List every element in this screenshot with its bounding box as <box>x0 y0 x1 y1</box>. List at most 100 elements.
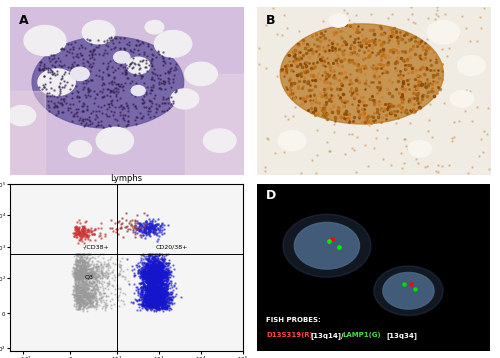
Point <box>88 254 96 260</box>
Point <box>380 30 388 35</box>
Point <box>72 267 80 272</box>
Point <box>159 275 167 280</box>
Point <box>86 282 94 288</box>
Point <box>79 266 87 271</box>
Point <box>144 282 152 288</box>
Point <box>154 267 162 273</box>
Point <box>92 298 100 304</box>
Point <box>312 48 320 54</box>
Point <box>379 108 387 113</box>
Point <box>84 251 92 257</box>
Point <box>362 65 370 71</box>
Point <box>330 72 338 78</box>
Point <box>149 295 157 300</box>
Point <box>72 225 80 231</box>
Point <box>155 258 163 264</box>
Point <box>90 263 98 269</box>
Point <box>140 222 148 228</box>
Point <box>138 266 146 271</box>
Point <box>158 280 166 285</box>
Point <box>362 71 370 77</box>
Point <box>164 274 172 280</box>
Point <box>81 266 89 272</box>
Point <box>128 267 136 273</box>
Point <box>138 73 146 79</box>
Point <box>150 292 158 297</box>
Point <box>158 276 166 281</box>
Point <box>79 224 87 230</box>
Point <box>162 269 170 275</box>
Point <box>136 270 144 276</box>
Point <box>156 273 164 279</box>
Point <box>422 50 430 55</box>
Point <box>306 82 314 88</box>
Point <box>156 271 164 277</box>
Point <box>72 266 80 272</box>
Point <box>160 258 168 263</box>
Point <box>154 261 162 266</box>
Point <box>78 272 86 277</box>
Point <box>78 76 86 82</box>
Point <box>154 268 162 274</box>
Point <box>158 298 166 304</box>
Point <box>62 52 70 58</box>
Point <box>150 282 158 288</box>
Point <box>340 103 348 109</box>
Point <box>136 232 144 237</box>
Point <box>162 300 170 305</box>
Point <box>158 257 166 263</box>
Point <box>70 268 78 274</box>
Point <box>158 264 166 270</box>
Point <box>73 263 81 268</box>
Point <box>150 293 158 299</box>
Point <box>151 267 159 273</box>
Point <box>72 291 80 297</box>
Point <box>156 267 164 273</box>
Point <box>84 304 92 310</box>
Point <box>72 290 80 296</box>
Point <box>156 263 164 268</box>
Point <box>150 267 158 273</box>
Point <box>80 279 88 284</box>
Point <box>152 278 160 284</box>
Point <box>383 69 391 75</box>
Point <box>70 301 78 306</box>
Point <box>150 294 158 300</box>
Point <box>72 272 80 278</box>
Point <box>73 229 81 235</box>
Point <box>360 38 368 43</box>
Point <box>284 78 292 84</box>
Point <box>152 275 160 281</box>
Point <box>142 289 150 295</box>
Point <box>86 251 94 257</box>
Point <box>146 271 154 277</box>
Point <box>336 44 344 50</box>
Point <box>72 274 80 279</box>
Point <box>84 87 92 93</box>
Point <box>105 279 113 284</box>
Point <box>348 58 356 64</box>
Point <box>90 270 98 276</box>
Point <box>92 91 100 97</box>
Point <box>82 302 90 308</box>
Text: [13q34]: [13q34] <box>386 333 418 339</box>
Point <box>78 265 86 271</box>
Point <box>78 283 86 289</box>
Point <box>160 275 168 281</box>
Point <box>332 47 340 53</box>
Point <box>161 287 169 293</box>
Point <box>88 231 96 237</box>
Point <box>73 272 81 278</box>
Point <box>36 59 44 65</box>
Point <box>316 56 324 62</box>
Point <box>90 285 98 291</box>
Point <box>94 266 102 272</box>
Point <box>50 52 58 58</box>
Point <box>149 228 157 233</box>
Point <box>147 289 155 295</box>
Point <box>152 268 160 274</box>
Point <box>140 299 147 304</box>
Point <box>149 273 157 279</box>
Point <box>160 272 168 278</box>
Point <box>74 295 82 300</box>
